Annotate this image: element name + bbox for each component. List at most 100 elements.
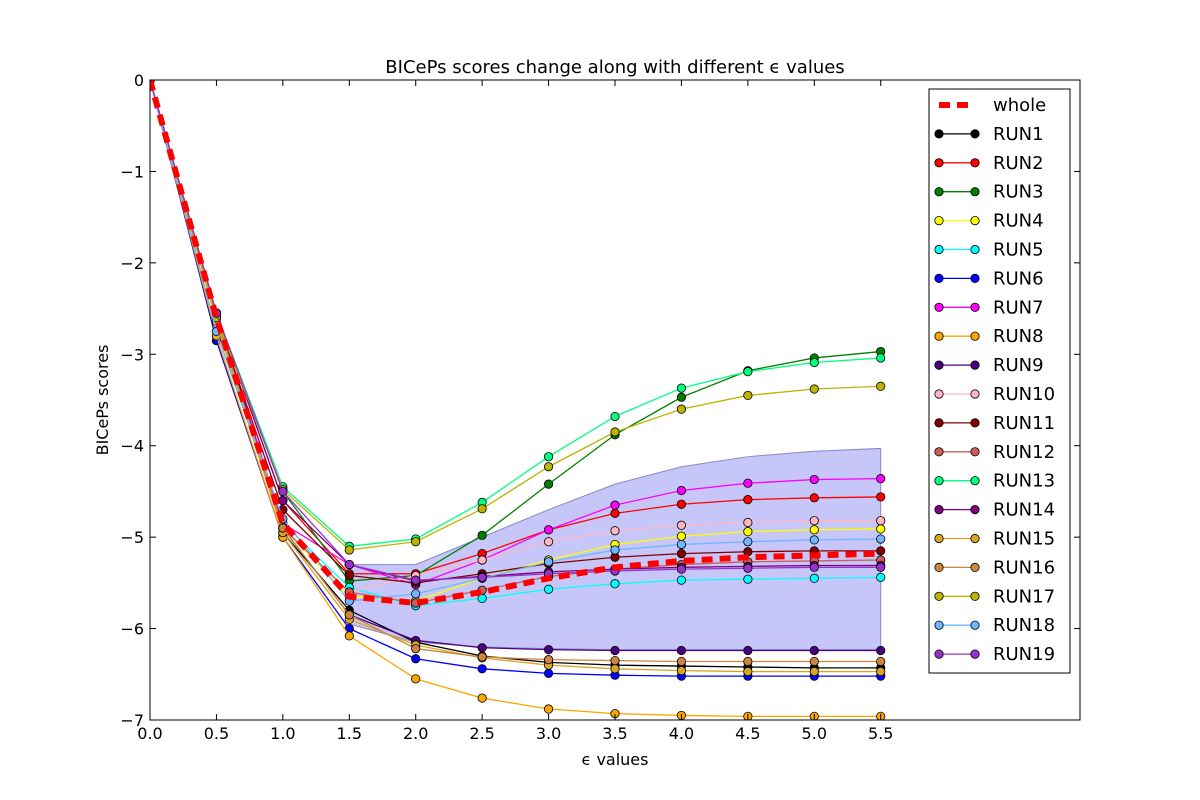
legend-label: RUN19 bbox=[993, 644, 1055, 665]
legend-swatch-marker bbox=[970, 244, 980, 255]
point-run19 bbox=[743, 563, 753, 573]
x-tick-label: 2.5 bbox=[469, 724, 494, 743]
y-axis-label: BICePs scores bbox=[93, 345, 112, 456]
point-run13 bbox=[876, 353, 886, 363]
legend-entry-run12: RUN12 bbox=[934, 442, 1055, 463]
y-tick-label: −1 bbox=[120, 162, 144, 181]
legend-entry-run13: RUN13 bbox=[934, 471, 1055, 492]
point-run8 bbox=[477, 693, 487, 703]
x-axis-label: ϵ values bbox=[582, 750, 649, 769]
legend-label: RUN11 bbox=[993, 413, 1055, 434]
point-run9 bbox=[743, 645, 753, 656]
x-tick-label: 0.5 bbox=[204, 724, 229, 743]
legend-swatch-marker bbox=[934, 244, 944, 255]
point-run5 bbox=[809, 573, 819, 583]
point-run13 bbox=[676, 383, 687, 393]
series-line-run16 bbox=[150, 80, 881, 663]
point-run5 bbox=[743, 574, 753, 584]
point-run7 bbox=[743, 478, 753, 488]
legend-label: RUN16 bbox=[993, 557, 1055, 578]
point-run18 bbox=[676, 539, 687, 550]
legend-label: RUN12 bbox=[993, 442, 1055, 463]
legend-entry-run11: RUN11 bbox=[934, 413, 1055, 434]
point-run4 bbox=[676, 531, 687, 541]
x-tick-label: 4.0 bbox=[669, 724, 694, 743]
legend-swatch-marker bbox=[934, 216, 944, 226]
legend-label: RUN17 bbox=[993, 586, 1055, 607]
legend-swatch-marker bbox=[934, 129, 944, 139]
legend-entry-run16: RUN16 bbox=[934, 557, 1055, 578]
series-line-run2 bbox=[150, 80, 881, 575]
legend-swatch-marker bbox=[970, 591, 980, 601]
point-run19 bbox=[876, 562, 886, 572]
x-tick-label: 0.0 bbox=[137, 724, 162, 743]
point-run16 bbox=[411, 644, 421, 654]
point-run9 bbox=[876, 645, 886, 656]
plot-area bbox=[150, 80, 886, 720]
chart-title: BICePs scores change along with differen… bbox=[385, 57, 844, 78]
point-run8 bbox=[543, 704, 554, 714]
legend-swatch-marker bbox=[970, 187, 980, 197]
point-run7 bbox=[876, 474, 886, 484]
point-run18 bbox=[809, 535, 819, 545]
point-run7 bbox=[543, 525, 554, 535]
legend-entry-run5: RUN5 bbox=[934, 240, 1044, 261]
point-run5 bbox=[610, 579, 620, 589]
y-tick-label: −5 bbox=[120, 528, 144, 547]
x-tick-label: 1.0 bbox=[270, 724, 295, 743]
legend-swatch-marker bbox=[970, 389, 980, 399]
point-run16 bbox=[676, 656, 687, 667]
legend-label: RUN5 bbox=[993, 240, 1044, 261]
legend-entry-run7: RUN7 bbox=[934, 297, 1044, 318]
legend-entry-run15: RUN15 bbox=[934, 529, 1055, 550]
legend-swatch-marker bbox=[934, 591, 944, 601]
legend-swatch-marker bbox=[970, 447, 980, 457]
point-run15 bbox=[743, 666, 753, 677]
point-run17 bbox=[743, 390, 753, 401]
point-run18 bbox=[543, 557, 554, 567]
x-tick-label: 5.0 bbox=[802, 724, 827, 743]
point-run19 bbox=[344, 559, 354, 570]
legend-swatch-marker bbox=[970, 533, 980, 544]
legend-entry-run9: RUN9 bbox=[934, 355, 1044, 376]
point-run9 bbox=[809, 645, 819, 656]
y-tick-label: −4 bbox=[120, 437, 144, 456]
point-run13 bbox=[743, 367, 753, 377]
point-run15 bbox=[809, 666, 819, 677]
legend-entry-run17: RUN17 bbox=[934, 586, 1055, 607]
legend-label: RUN10 bbox=[993, 384, 1055, 405]
legend-swatch-marker bbox=[934, 158, 944, 168]
series-line-run13 bbox=[150, 80, 881, 547]
y-tick-label: −6 bbox=[120, 620, 144, 639]
point-run16 bbox=[743, 656, 753, 667]
point-run9 bbox=[543, 644, 554, 655]
point-run9 bbox=[477, 643, 487, 653]
point-run4 bbox=[743, 527, 753, 537]
legend-entry-run18: RUN18 bbox=[934, 615, 1055, 636]
legend-swatch-marker bbox=[934, 389, 944, 399]
legend-swatch-marker bbox=[970, 216, 980, 226]
point-run6 bbox=[477, 664, 487, 674]
point-run15 bbox=[676, 666, 687, 676]
legend-entry-run6: RUN6 bbox=[934, 268, 1044, 289]
point-run17 bbox=[477, 504, 487, 514]
point-run13 bbox=[610, 411, 620, 422]
legend-swatch-marker bbox=[970, 620, 980, 630]
point-run8 bbox=[411, 674, 421, 684]
legend-swatch-marker bbox=[934, 360, 944, 370]
point-run16 bbox=[543, 655, 554, 665]
point-run4 bbox=[809, 525, 819, 535]
point-run2 bbox=[676, 499, 687, 509]
legend-swatch-marker bbox=[970, 129, 980, 139]
point-run18 bbox=[876, 534, 886, 544]
legend-entry-whole: whole bbox=[939, 95, 1046, 116]
point-run3 bbox=[543, 479, 554, 489]
point-run17 bbox=[344, 545, 354, 555]
legend-swatch-marker bbox=[970, 418, 980, 428]
legend-label: RUN6 bbox=[993, 268, 1044, 289]
point-run17 bbox=[543, 462, 554, 472]
point-run10 bbox=[876, 516, 886, 526]
legend-entry-run10: RUN10 bbox=[934, 384, 1055, 405]
legend-swatch-marker bbox=[934, 187, 944, 197]
point-run9 bbox=[676, 645, 687, 656]
